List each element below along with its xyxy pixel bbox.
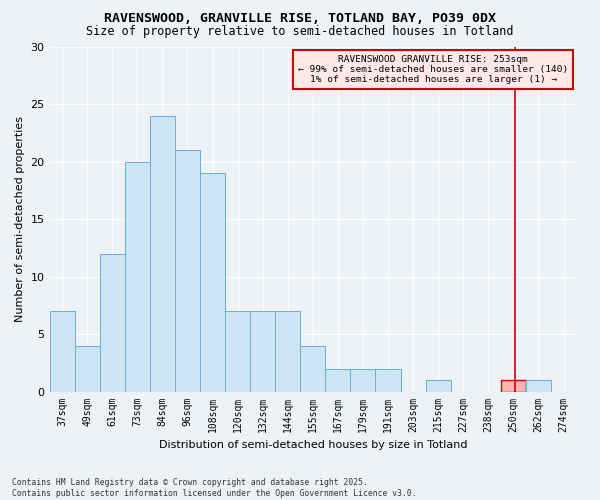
Bar [300,346,325,392]
Bar [250,311,275,392]
Text: Size of property relative to semi-detached houses in Totland: Size of property relative to semi-detach… [86,25,514,38]
Bar [526,380,551,392]
Bar [350,368,376,392]
Text: RAVENSWOOD, GRANVILLE RISE, TOTLAND BAY, PO39 0DX: RAVENSWOOD, GRANVILLE RISE, TOTLAND BAY,… [104,12,496,26]
Bar [425,380,451,392]
Bar [275,311,300,392]
Bar [74,346,100,392]
Bar [100,254,125,392]
Bar [125,162,150,392]
Bar [200,173,225,392]
Bar [501,380,526,392]
X-axis label: Distribution of semi-detached houses by size in Totland: Distribution of semi-detached houses by … [158,440,467,450]
Bar [225,311,250,392]
Bar [376,368,401,392]
Bar [150,116,175,392]
Bar [175,150,200,392]
Y-axis label: Number of semi-detached properties: Number of semi-detached properties [15,116,25,322]
Bar [50,311,74,392]
Bar [325,368,350,392]
Text: RAVENSWOOD GRANVILLE RISE: 253sqm
← 99% of semi-detached houses are smaller (140: RAVENSWOOD GRANVILLE RISE: 253sqm ← 99% … [298,54,568,84]
Text: Contains HM Land Registry data © Crown copyright and database right 2025.
Contai: Contains HM Land Registry data © Crown c… [12,478,416,498]
